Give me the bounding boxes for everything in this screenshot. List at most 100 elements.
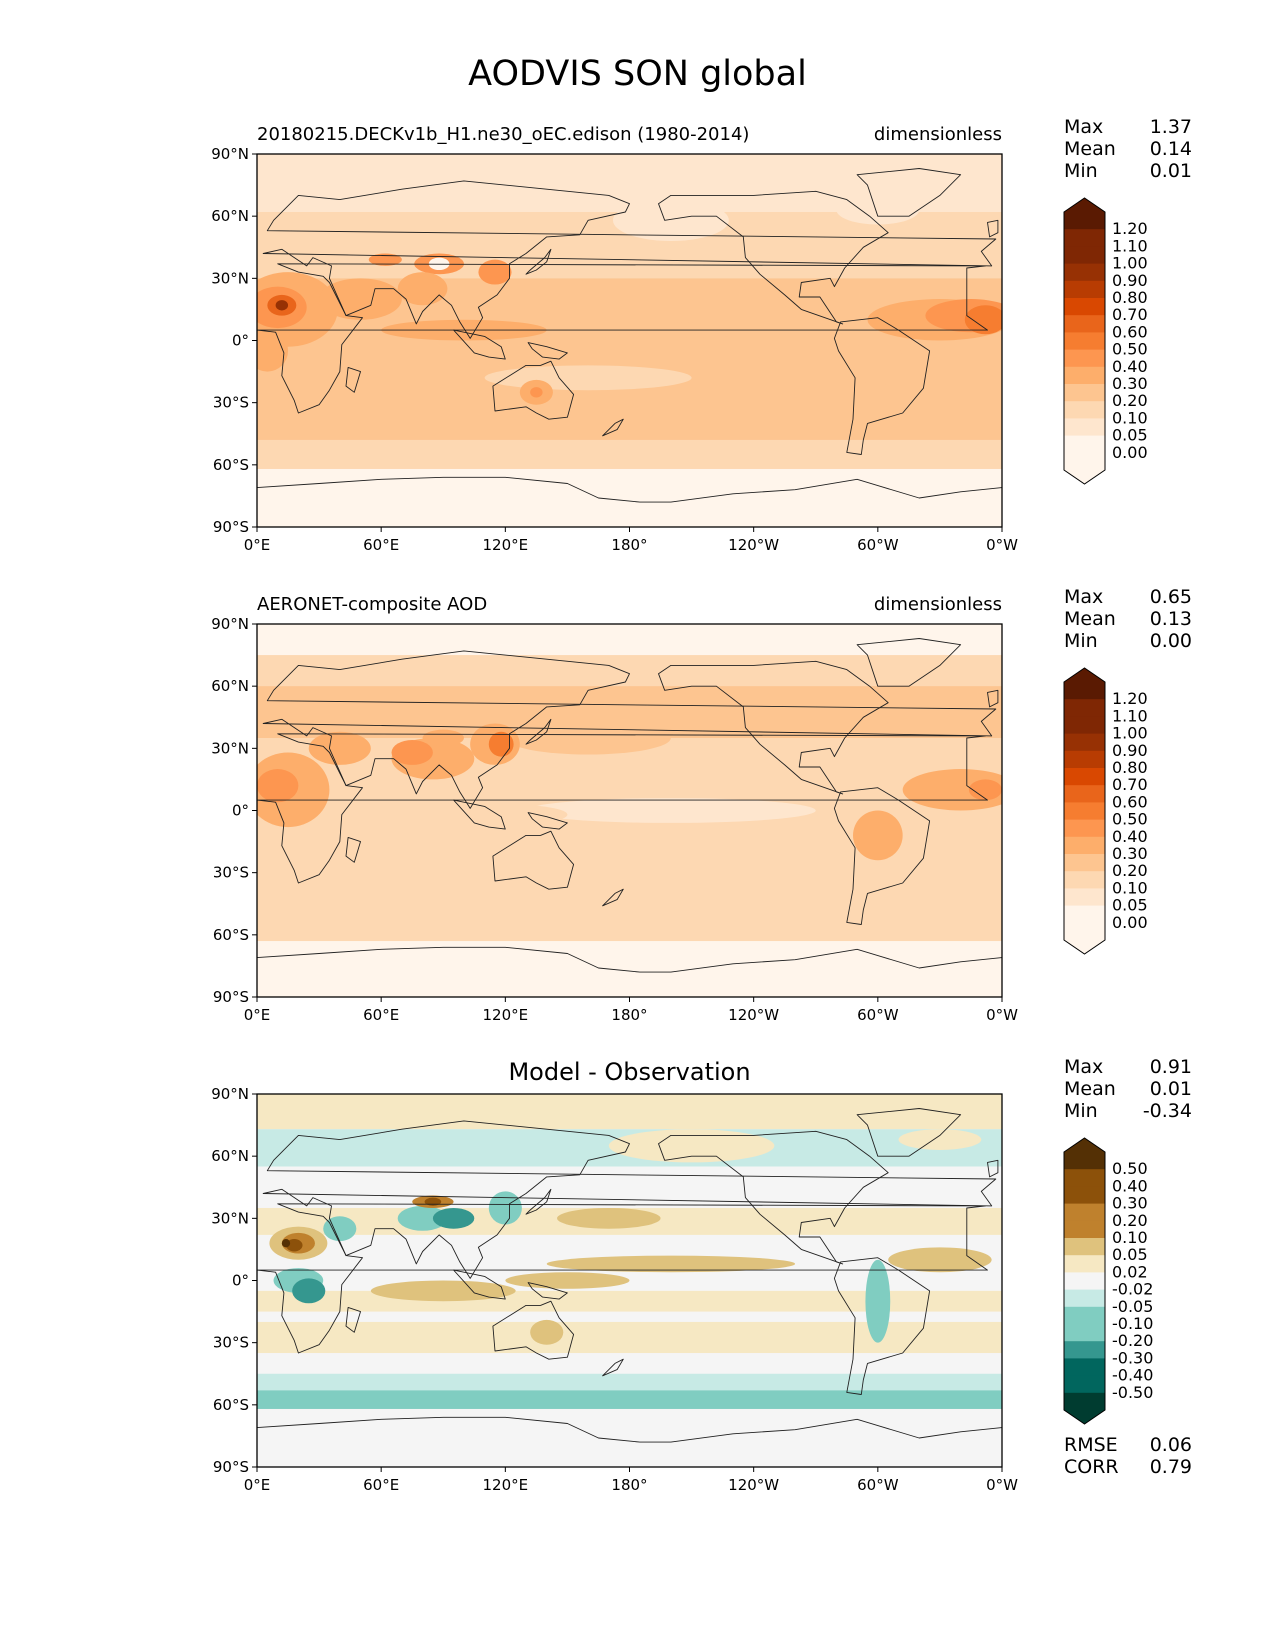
skill-stats-box: RMSE 0.06 CORR 0.79 — [1064, 1434, 1192, 1478]
panel-difference: Model - Observation 90°N 60°N 30°N 0° 30°S 60… — [0, 940, 1275, 1494]
colorbar-extend-bottom — [1064, 1410, 1105, 1424]
x-tick-label: 120°E — [483, 1476, 529, 1494]
map-plot: 90°N 60°N 30°N 0° 30°S 60°S 90°S0°E 60°E 120°E 18… — [211, 1085, 1153, 1494]
colorbar-label: 0.70 — [1112, 775, 1148, 794]
coastline-nz — [602, 888, 624, 907]
colorbar-segment — [1064, 802, 1105, 821]
y-tick-label: 90°S — [213, 518, 249, 536]
colorbar-segment — [1064, 682, 1105, 700]
colorbar-label: 0.20 — [1112, 391, 1148, 410]
colorbar-label: -0.02 — [1112, 1280, 1153, 1299]
stat-label: Mean — [1064, 608, 1116, 630]
coastline-madagascar — [345, 836, 361, 863]
contour-patch — [836, 195, 920, 225]
coastline-samerica — [833, 787, 931, 925]
x-tick-label: 60°W — [857, 536, 899, 554]
colorbar-label: 0.30 — [1112, 844, 1148, 863]
contour-patch — [853, 810, 903, 861]
contour-patch — [285, 1239, 303, 1252]
coastline-samerica — [833, 1257, 931, 1395]
stat-value: 1.37 — [1149, 116, 1192, 138]
x-tick-label: 180° — [611, 536, 647, 554]
x-tick-label: 120°E — [483, 536, 529, 554]
coastline-africa — [257, 1203, 988, 1354]
colorbar-segment — [1064, 854, 1105, 872]
coastline-antarctica — [257, 1416, 1002, 1467]
y-tick-label: 30°N — [211, 269, 249, 287]
coastline-indonesia2 — [527, 1282, 568, 1300]
colorbar-segment — [1064, 212, 1105, 230]
stat-value: 0.01 — [1149, 1078, 1192, 1100]
coastline-africa — [257, 263, 988, 414]
colorbar-label: 0.60 — [1112, 792, 1148, 811]
colorbar-segment — [1064, 1255, 1105, 1273]
contour-patch — [888, 1247, 992, 1273]
coastline-antarctica — [257, 946, 1002, 997]
figure-title: AODVIS SON global — [468, 54, 807, 94]
colorbar-segment — [1064, 246, 1105, 265]
coastline-namerica — [658, 1130, 889, 1265]
colorbar-segment — [1064, 1341, 1105, 1359]
coastline-uk — [987, 219, 999, 238]
coastline-antarctica — [257, 476, 1002, 527]
colorbar-segment — [1064, 750, 1105, 769]
y-tick-label: 0° — [232, 1272, 249, 1290]
coastline-australia — [492, 360, 575, 420]
colorbar-segment — [1064, 418, 1105, 437]
contour-patch — [964, 305, 1002, 335]
coastline-uk — [987, 1159, 999, 1178]
colorbar-label: 0.80 — [1112, 758, 1148, 777]
colorbar-label: 0.50 — [1112, 1159, 1148, 1178]
colorbar-label: 0.05 — [1112, 1245, 1148, 1264]
panel-units: dimensionless — [873, 594, 1002, 615]
colorbar-outline — [1063, 1137, 1106, 1425]
contour-patch — [505, 721, 671, 755]
colorbar-label: 0.70 — [1112, 305, 1148, 324]
y-tick-label: 90°N — [211, 615, 249, 633]
colorbar-label: 0.50 — [1112, 340, 1148, 359]
colorbar: 1.201.101.000.900.800.700.600.500.400.30… — [1063, 667, 1148, 955]
colorbar-segment — [1064, 1289, 1105, 1308]
colorbar-segment — [1064, 315, 1105, 333]
contour-patch — [308, 731, 371, 765]
y-tick-label: 90°N — [211, 145, 249, 163]
contour-patch — [526, 798, 816, 823]
stat-label: Min — [1064, 160, 1098, 182]
x-tick-label: 120°W — [728, 1006, 779, 1024]
colorbar-label: 1.20 — [1112, 219, 1148, 238]
colorbar-segment — [1064, 298, 1105, 316]
stat-value: 0.13 — [1149, 608, 1192, 630]
coastline-madagascar — [345, 366, 361, 393]
x-tick-label: 60°E — [363, 1006, 399, 1024]
coastline-australia — [492, 1300, 575, 1360]
x-tick-label: 180° — [611, 1476, 647, 1494]
stat-label: Max — [1064, 586, 1104, 608]
colorbar-extend-top — [1064, 198, 1105, 212]
contour-patch — [530, 1319, 564, 1345]
colorbar-segment — [1064, 888, 1105, 907]
colorbar-segment — [1064, 384, 1105, 402]
coastline-indonesia1 — [453, 329, 506, 360]
coastline-madagascar — [345, 1306, 361, 1333]
coastline-africa — [257, 733, 988, 884]
contour-band — [257, 1408, 1002, 1467]
x-tick-label: 60°E — [363, 536, 399, 554]
coastline-namerica — [658, 660, 889, 795]
y-tick-label: 60°N — [211, 1147, 249, 1165]
colorbar-segment — [1064, 280, 1105, 299]
contour-patch — [397, 272, 448, 306]
stat-value: 0.14 — [1149, 138, 1192, 160]
coastline-japan — [525, 718, 552, 745]
colorbar-label: 0.00 — [1112, 443, 1148, 462]
colorbar-segment — [1064, 401, 1105, 419]
stat-value: 0.00 — [1149, 630, 1192, 652]
coastline-eurasia — [262, 180, 997, 339]
contour-patch — [257, 769, 299, 803]
colorbar-segment — [1064, 871, 1105, 889]
colorbar-label: 0.30 — [1112, 1194, 1148, 1213]
colorbar-label: 0.30 — [1112, 374, 1148, 393]
stat-label: Mean — [1064, 1078, 1116, 1100]
colorbar-label: -0.30 — [1112, 1348, 1153, 1367]
map-field — [257, 624, 1002, 997]
colorbar-label: 0.20 — [1112, 1211, 1148, 1230]
